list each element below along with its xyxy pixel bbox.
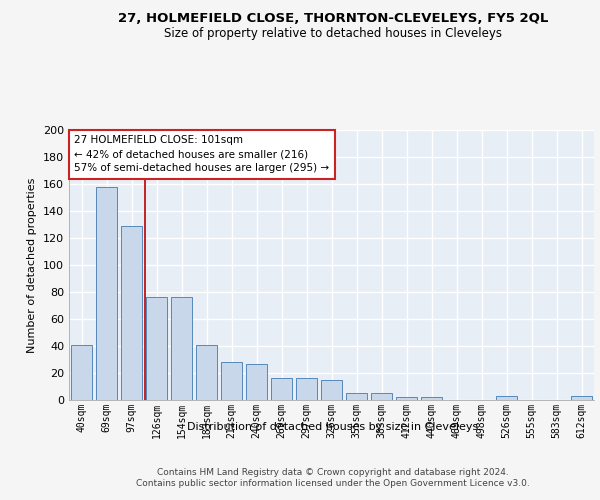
Bar bbox=[246, 364, 267, 400]
Bar bbox=[571, 396, 592, 400]
Bar bbox=[271, 378, 292, 400]
Text: 27 HOLMEFIELD CLOSE: 101sqm
← 42% of detached houses are smaller (216)
57% of se: 27 HOLMEFIELD CLOSE: 101sqm ← 42% of det… bbox=[74, 136, 329, 173]
Bar bbox=[371, 393, 392, 400]
Bar bbox=[496, 396, 517, 400]
Text: Contains HM Land Registry data © Crown copyright and database right 2024.: Contains HM Land Registry data © Crown c… bbox=[157, 468, 509, 477]
Bar bbox=[296, 378, 317, 400]
Text: Distribution of detached houses by size in Cleveleys: Distribution of detached houses by size … bbox=[187, 422, 479, 432]
Bar bbox=[121, 226, 142, 400]
Bar bbox=[396, 398, 417, 400]
Bar bbox=[71, 344, 92, 400]
Bar bbox=[346, 393, 367, 400]
Bar bbox=[321, 380, 342, 400]
Bar bbox=[146, 298, 167, 400]
Y-axis label: Number of detached properties: Number of detached properties bbox=[28, 178, 37, 352]
Text: 27, HOLMEFIELD CLOSE, THORNTON-CLEVELEYS, FY5 2QL: 27, HOLMEFIELD CLOSE, THORNTON-CLEVELEYS… bbox=[118, 12, 548, 26]
Bar bbox=[171, 298, 192, 400]
Text: Contains public sector information licensed under the Open Government Licence v3: Contains public sector information licen… bbox=[136, 480, 530, 488]
Bar bbox=[221, 362, 242, 400]
Bar bbox=[196, 344, 217, 400]
Bar bbox=[421, 398, 442, 400]
Bar bbox=[96, 186, 117, 400]
Text: Size of property relative to detached houses in Cleveleys: Size of property relative to detached ho… bbox=[164, 28, 502, 40]
